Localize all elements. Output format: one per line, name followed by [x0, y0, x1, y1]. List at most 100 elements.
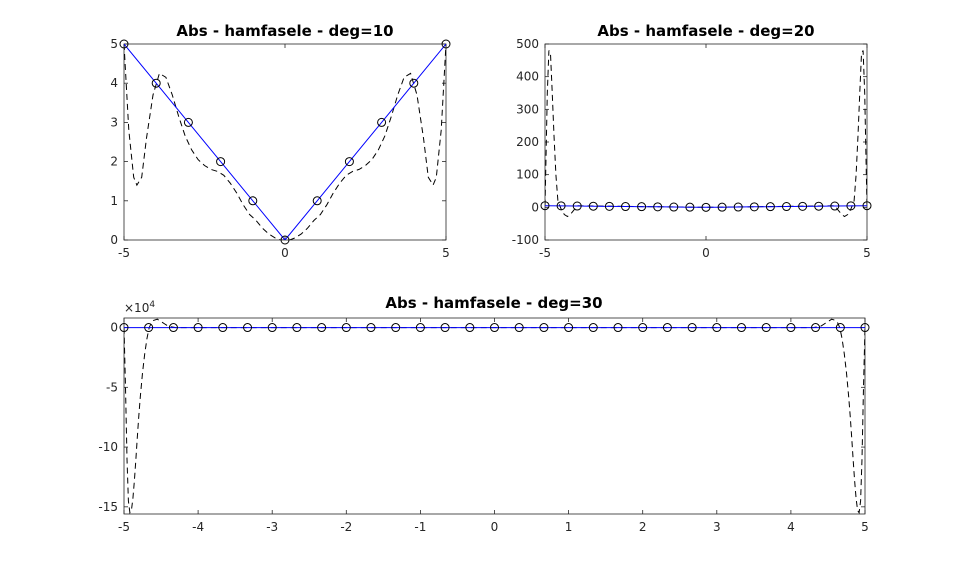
x-tick-label: -5	[118, 246, 130, 260]
data-point-marker	[441, 39, 451, 49]
data-point-marker	[687, 323, 697, 333]
axes-frame	[123, 43, 447, 241]
y-tick-label: 100	[516, 168, 539, 182]
y-tick-label: 3	[110, 115, 118, 129]
data-point-marker	[243, 323, 253, 333]
x-tick-label: 2	[639, 520, 647, 534]
data-point-marker	[814, 201, 824, 211]
x-tick-label: -5	[539, 246, 551, 260]
data-point-marker	[701, 202, 711, 212]
y-tick-label: 5	[110, 37, 118, 51]
x-tick-label: -5	[118, 520, 130, 534]
data-point-marker	[267, 323, 277, 333]
data-point-marker	[835, 323, 845, 333]
y-tick-label: 1	[110, 194, 118, 208]
y-tick-label: -100	[512, 233, 539, 247]
subplot-title: Abs - hamfasele - deg=30	[385, 294, 602, 312]
y-tick-label: -15	[98, 500, 118, 514]
data-point-marker	[564, 323, 574, 333]
data-point-marker	[733, 202, 743, 212]
y-tick-label: -10	[98, 440, 118, 454]
y-tick-label: 2	[110, 155, 118, 169]
x-tick-label: -2	[340, 520, 352, 534]
data-point-marker	[782, 202, 791, 212]
x-tick-label: 5	[442, 246, 450, 260]
data-point-marker	[786, 323, 796, 333]
interpolant-dashed-line	[545, 50, 867, 218]
subplot-title: Abs - hamfasele - deg=20	[597, 22, 814, 40]
data-point-marker	[846, 201, 856, 211]
data-point-marker	[862, 201, 872, 211]
data-point-marker	[588, 323, 598, 333]
data-point-marker	[572, 201, 582, 211]
data-point-marker	[736, 323, 746, 333]
data-point-marker	[280, 235, 290, 245]
y-tick-label: 0	[110, 321, 118, 335]
x-tick-label: 4	[787, 520, 795, 534]
data-point-marker	[637, 202, 647, 212]
data-point-marker	[409, 78, 419, 88]
y-tick-label: 500	[516, 37, 539, 51]
data-point-marker	[292, 323, 302, 333]
data-point-marker	[218, 323, 228, 333]
data-point-marker	[415, 323, 425, 333]
data-point-marker	[514, 323, 524, 333]
x-tick-label: 5	[861, 520, 869, 534]
data-point-marker	[749, 202, 759, 212]
x-tick-label: -4	[192, 520, 204, 534]
data-point-marker	[613, 323, 623, 333]
data-point-marker	[366, 323, 376, 333]
data-point-marker	[669, 202, 679, 212]
data-point-marker	[588, 201, 598, 211]
subplot-title: Abs - hamfasele - deg=10	[176, 22, 393, 40]
data-point-marker	[144, 323, 154, 333]
y-exponent-base: ×10	[124, 301, 149, 315]
data-point-marker	[465, 323, 475, 333]
data-point-marker	[377, 117, 387, 127]
data-point-marker	[811, 323, 821, 333]
subplot-deg20: Abs - hamfasele - deg=20 -5 0 5 -100 0 100 200…	[512, 22, 872, 260]
plot-area	[124, 44, 446, 240]
data-point-marker	[765, 202, 775, 212]
data-point-marker	[830, 201, 840, 211]
data-point-marker	[604, 201, 614, 211]
y-tick-label: -5	[106, 380, 118, 394]
abs-data-line	[545, 205, 867, 208]
data-point-marker	[344, 157, 354, 167]
data-point-marker	[638, 323, 648, 333]
y-tick-label: 400	[516, 70, 539, 84]
data-point-marker	[556, 201, 566, 211]
plot-area	[124, 318, 865, 514]
data-point-marker	[490, 323, 499, 333]
data-point-marker	[168, 323, 178, 333]
x-tick-label: 0	[281, 246, 289, 260]
y-tick-label: 0	[110, 233, 118, 247]
data-point-marker	[193, 323, 203, 333]
x-tick-label: 0	[702, 246, 710, 260]
data-point-marker	[685, 202, 695, 212]
data-point-marker	[248, 196, 258, 206]
x-tick-label: -1	[414, 520, 426, 534]
data-point-marker	[341, 323, 351, 333]
data-point-marker	[183, 117, 193, 127]
x-tick-label: 0	[491, 520, 499, 534]
data-point-marker	[621, 202, 630, 212]
data-point-marker	[119, 323, 129, 333]
data-point-marker	[539, 323, 549, 333]
subplot-deg30: Abs - hamfasele - deg=30 ×104 -5 -4 -3 -2 -1…	[98, 294, 870, 534]
data-point-marker	[712, 323, 722, 333]
x-tick-label: 1	[565, 520, 573, 534]
data-point-marker	[312, 196, 322, 206]
data-point-marker	[653, 202, 663, 212]
data-point-marker	[798, 201, 808, 211]
data-point-marker	[717, 202, 727, 212]
data-point-marker	[216, 157, 226, 167]
abs-data-line	[124, 44, 446, 240]
data-point-marker	[151, 78, 161, 88]
plot-area	[545, 50, 867, 218]
interpolant-dashed-line	[124, 44, 446, 240]
data-point-marker	[662, 323, 672, 333]
y-tick-label: 4	[110, 76, 118, 90]
y-tick-label: 200	[516, 135, 539, 149]
